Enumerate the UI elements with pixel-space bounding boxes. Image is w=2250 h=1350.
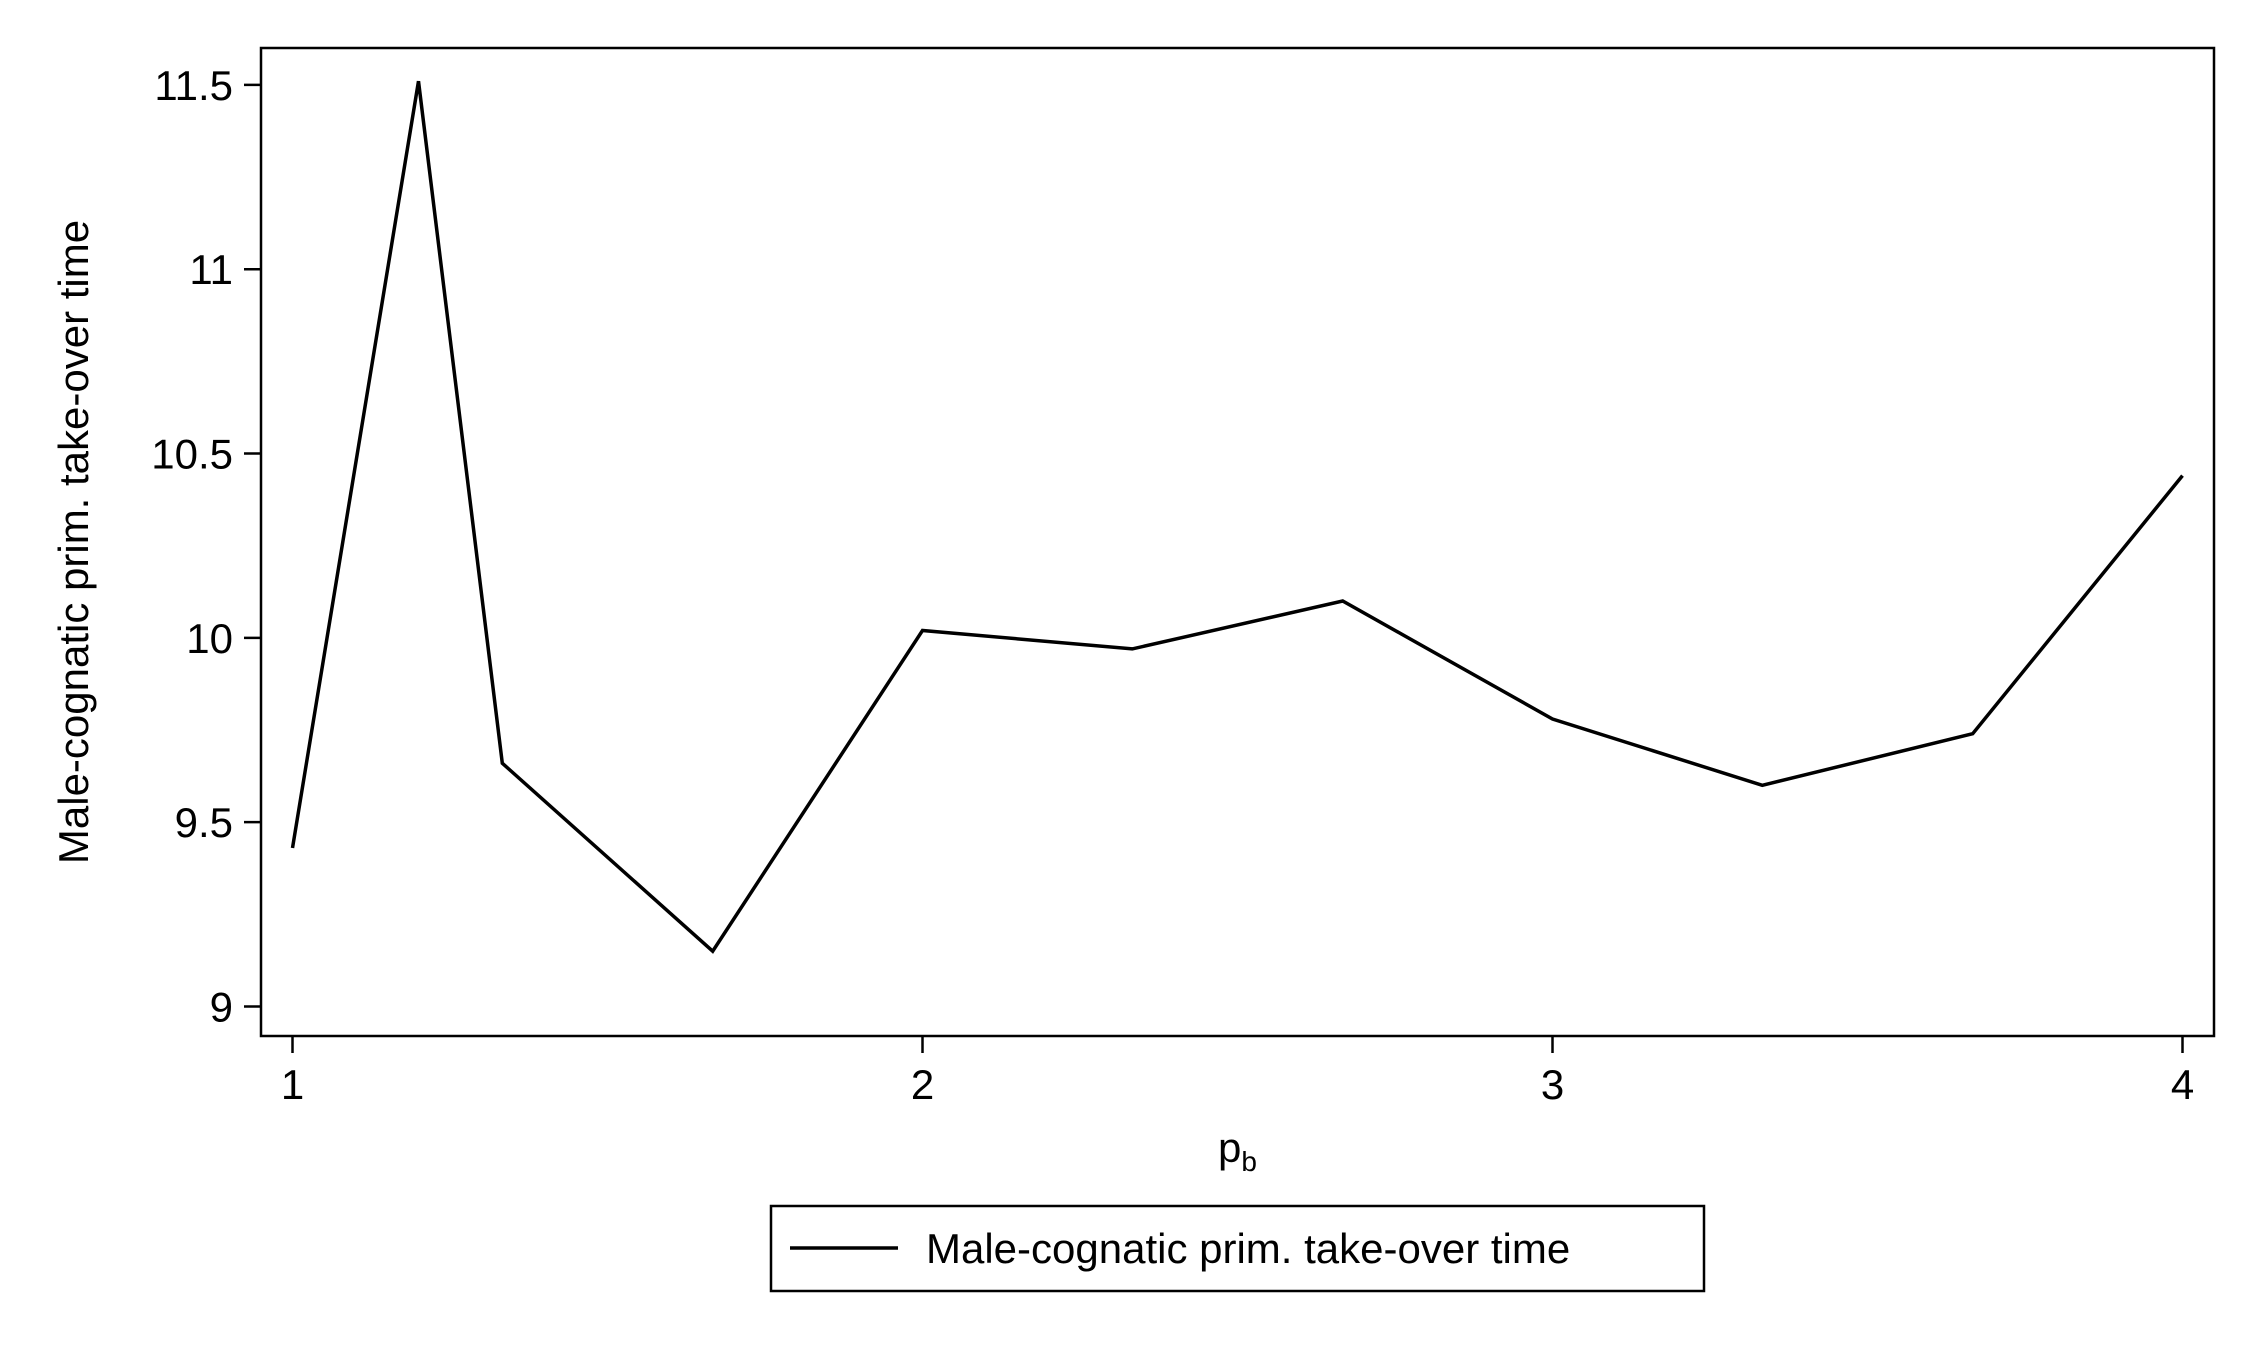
x-axis: 1 2 3 4 [281,1036,2194,1108]
series-line [290,80,2184,954]
x-tick-label: 2 [911,1061,934,1108]
x-axis-label: pb [1218,1124,1257,1177]
legend-box [769,1204,1706,1293]
y-tick-label: 10 [186,615,233,662]
x-tick-label: 1 [281,1061,304,1108]
legend: Male-cognatic prim. take-over time [769,1204,1706,1293]
y-tick-label: 9.5 [175,799,233,846]
y-tick-label: 11 [189,246,233,293]
plot-frame [259,46,2216,1038]
x-tick-label: 4 [2171,1061,2194,1108]
y-tick-label: 10.5 [151,431,233,478]
x-axis-label-subscript: b [1241,1146,1257,1177]
x-tick-label: 3 [1541,1061,1564,1108]
y-axis: 9 9.5 10 10.5 11 11.5 [151,62,261,1031]
y-axis-label: Male-cognatic prim. take-over time [50,220,97,864]
series-layer [290,80,2184,954]
x-axis-label-main: p [1218,1124,1241,1171]
y-tick-label: 9 [210,984,233,1031]
y-tick-label: 11.5 [154,62,233,109]
legend-label: Male-cognatic prim. take-over time [926,1225,1570,1272]
